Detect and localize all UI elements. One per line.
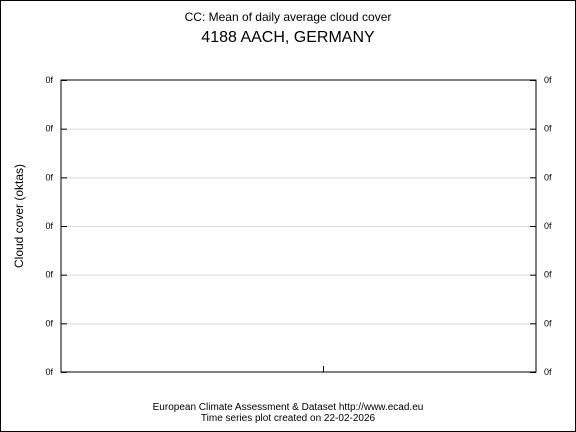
y-tick-label-left: 0f: [45, 367, 53, 377]
y-tick-label-left: 0f: [45, 124, 53, 134]
chart-title: CC: Mean of daily average cloud cover: [185, 10, 392, 24]
y-tick-label-right: 0f: [544, 367, 552, 377]
y-tick-label-left: 0f: [45, 75, 53, 85]
y-tick-label-right: 0f: [544, 318, 552, 328]
grid-lines: [61, 128, 536, 325]
y-ticks-right: 0f 0f 0f 0f 0f 0f 0f: [530, 75, 552, 377]
y-axis-label: Cloud cover (oktas): [12, 164, 26, 268]
footer-source: European Climate Assessment & Dataset ht…: [153, 402, 424, 413]
y-tick-label-right: 0f: [544, 172, 552, 182]
y-tick-label-left: 0f: [45, 172, 53, 182]
footer-created: Time series plot created on 22-02-2026: [201, 413, 376, 424]
y-tick-label-left: 0f: [45, 270, 53, 280]
chart-subtitle: 4188 AACH, GERMANY: [201, 29, 375, 46]
y-tick-label-right: 0f: [544, 221, 552, 231]
y-tick-label-left: 0f: [45, 318, 53, 328]
y-tick-label-right: 0f: [544, 75, 552, 85]
y-tick-label-right: 0f: [544, 270, 552, 280]
y-ticks-left: 0f 0f 0f 0f 0f 0f 0f: [45, 75, 67, 377]
y-tick-label-left: 0f: [45, 221, 53, 231]
y-tick-label-right: 0f: [544, 124, 552, 134]
